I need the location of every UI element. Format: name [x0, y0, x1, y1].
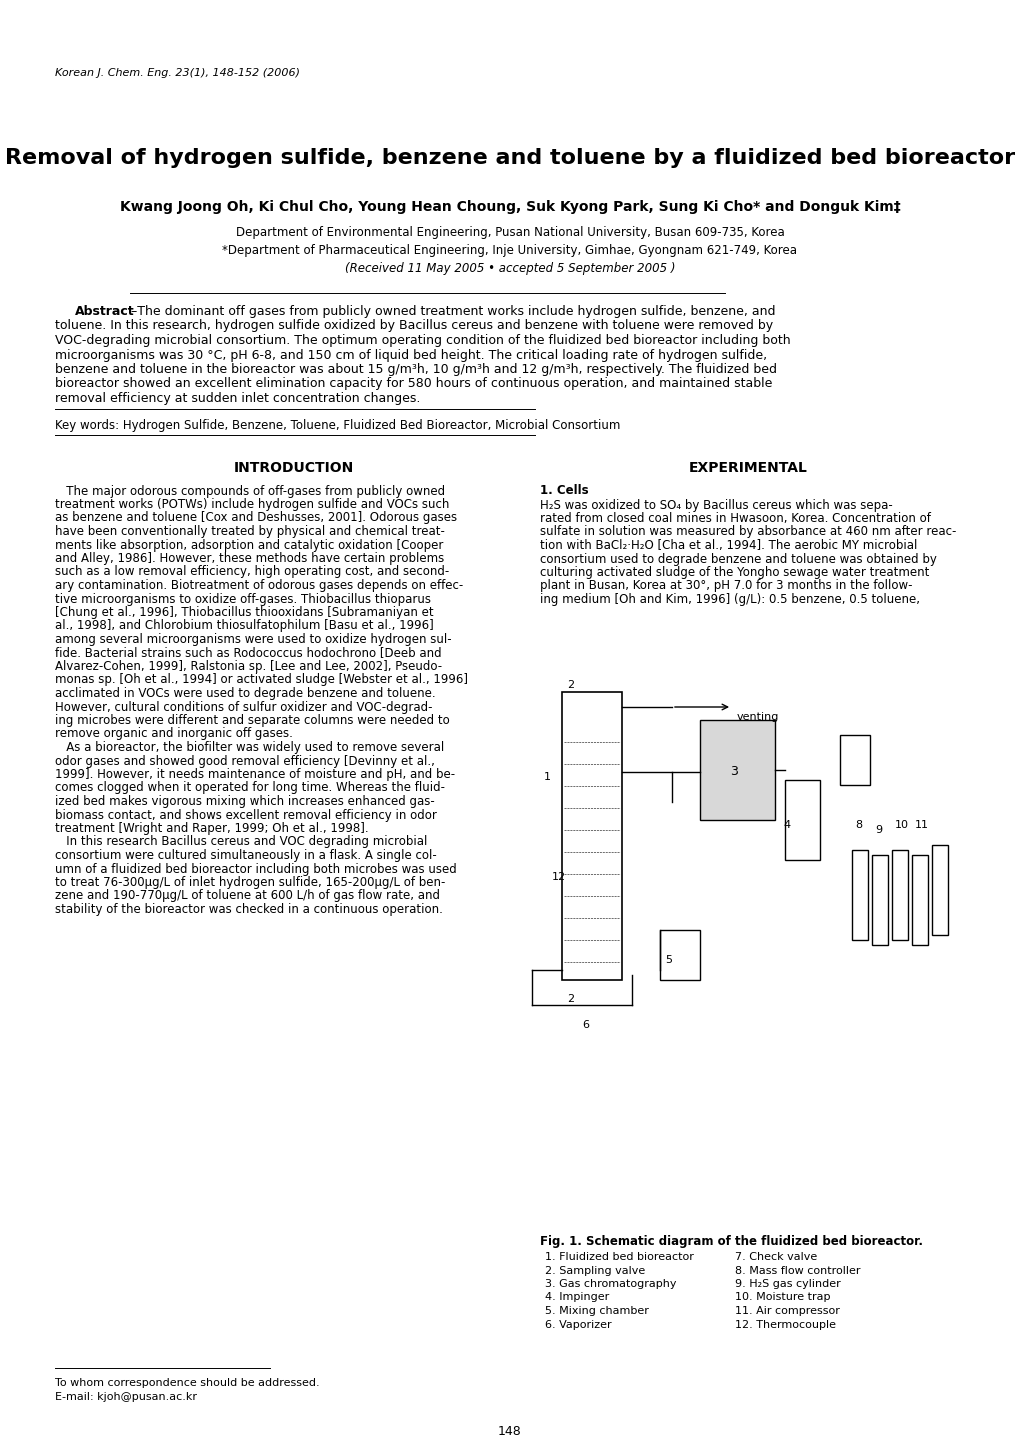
Text: treatment [Wright and Raper, 1999; Oh et al., 1998].: treatment [Wright and Raper, 1999; Oh et…: [55, 823, 368, 835]
Text: 148: 148: [497, 1426, 522, 1439]
Text: remove organic and inorganic off gases.: remove organic and inorganic off gases.: [55, 727, 292, 740]
Text: ing medium [Oh and Kim, 1996] (g/L): 0.5 benzene, 0.5 toluene,: ing medium [Oh and Kim, 1996] (g/L): 0.5…: [539, 593, 919, 606]
Text: Korean J. Chem. Eng. 23(1), 148-152 (2006): Korean J. Chem. Eng. 23(1), 148-152 (200…: [55, 68, 300, 78]
Text: Removal of hydrogen sulfide, benzene and toluene by a fluidized bed bioreactor: Removal of hydrogen sulfide, benzene and…: [5, 149, 1014, 167]
Text: acclimated in VOCs were used to degrade benzene and toluene.: acclimated in VOCs were used to degrade …: [55, 687, 435, 700]
Text: 11: 11: [914, 820, 928, 830]
Text: 1: 1: [543, 772, 550, 782]
Text: However, cultural conditions of sulfur oxidizer and VOC-degrad-: However, cultural conditions of sulfur o…: [55, 700, 432, 713]
Text: ary contamination. Biotreatment of odorous gases depends on effec-: ary contamination. Biotreatment of odoro…: [55, 579, 463, 592]
Text: rated from closed coal mines in Hwasoon, Korea. Concentration of: rated from closed coal mines in Hwasoon,…: [539, 512, 930, 525]
Text: 8. Mass flow controller: 8. Mass flow controller: [735, 1266, 860, 1276]
Text: stability of the bioreactor was checked in a continuous operation.: stability of the bioreactor was checked …: [55, 903, 442, 916]
Text: such as a low removal efficiency, high operating cost, and second-: such as a low removal efficiency, high o…: [55, 566, 448, 579]
Text: *Department of Pharmaceutical Engineering, Inje University, Gimhae, Gyongnam 621: *Department of Pharmaceutical Engineerin…: [222, 244, 797, 257]
Text: 1. Cells: 1. Cells: [539, 485, 588, 498]
Text: treatment works (POTWs) include hydrogen sulfide and VOCs such: treatment works (POTWs) include hydrogen…: [55, 498, 449, 511]
Text: (Received 11 May 2005 • accepted 5 September 2005 ): (Received 11 May 2005 • accepted 5 Septe…: [344, 263, 675, 276]
Bar: [659, 929, 699, 980]
Text: umn of a fluidized bed bioreactor including both microbes was used: umn of a fluidized bed bioreactor includ…: [55, 863, 457, 876]
Text: fide. Bacterial strains such as Rodococcus hodochrono [Deeb and: fide. Bacterial strains such as Rodococc…: [55, 646, 441, 659]
Text: as benzene and toluene [Cox and Deshusses, 2001]. Odorous gases: as benzene and toluene [Cox and Deshusse…: [55, 511, 457, 524]
Text: ments like absorption, adsorption and catalytic oxidation [Cooper: ments like absorption, adsorption and ca…: [55, 538, 443, 551]
Text: 12: 12: [551, 872, 566, 882]
Text: 5. Mixing chamber: 5. Mixing chamber: [544, 1306, 648, 1316]
Bar: [851, 850, 867, 939]
Text: 1. Fluidized bed bioreactor: 1. Fluidized bed bioreactor: [544, 1253, 693, 1263]
Bar: [699, 720, 774, 820]
Text: biomass contact, and shows excellent removal efficiency in odor: biomass contact, and shows excellent rem…: [55, 808, 436, 821]
Text: plant in Busan, Korea at 30°, pH 7.0 for 3 months in the follow-: plant in Busan, Korea at 30°, pH 7.0 for…: [539, 580, 912, 593]
Text: venting: venting: [737, 711, 779, 722]
Text: microorganisms was 30 °C, pH 6-8, and 150 cm of liquid bed height. The critical : microorganisms was 30 °C, pH 6-8, and 15…: [55, 349, 766, 362]
Bar: [561, 693, 622, 980]
Bar: [840, 734, 869, 785]
Bar: [931, 846, 947, 935]
Text: 3: 3: [730, 765, 737, 778]
Text: 4: 4: [783, 820, 790, 830]
Text: 9: 9: [874, 825, 881, 835]
Text: E-mail: kjoh@pusan.ac.kr: E-mail: kjoh@pusan.ac.kr: [55, 1392, 197, 1403]
Bar: [892, 850, 907, 939]
Text: Kwang Joong Oh, Ki Chul Cho, Young Hean Choung, Suk Kyong Park, Sung Ki Cho* and: Kwang Joong Oh, Ki Chul Cho, Young Hean …: [119, 201, 900, 214]
Text: tion with BaCl₂·H₂O [Cha et al., 1994]. The aerobic MY microbial: tion with BaCl₂·H₂O [Cha et al., 1994]. …: [539, 540, 916, 553]
Text: H₂S was oxidized to SO₄ by Bacillus cereus which was sepa-: H₂S was oxidized to SO₄ by Bacillus cere…: [539, 498, 892, 511]
Text: al., 1998], and Chlorobium thiosulfatophilum [Basu et al., 1996]: al., 1998], and Chlorobium thiosulfatoph…: [55, 619, 433, 632]
Text: 6. Vaporizer: 6. Vaporizer: [544, 1319, 611, 1329]
Text: and Alley, 1986]. However, these methods have certain problems: and Alley, 1986]. However, these methods…: [55, 553, 444, 566]
Text: 12. Thermocouple: 12. Thermocouple: [735, 1319, 836, 1329]
Text: 11. Air compressor: 11. Air compressor: [735, 1306, 839, 1316]
Text: Fig. 1. Schematic diagram of the fluidized bed bioreactor.: Fig. 1. Schematic diagram of the fluidiz…: [539, 1235, 922, 1248]
Text: sulfate in solution was measured by absorbance at 460 nm after reac-: sulfate in solution was measured by abso…: [539, 525, 956, 538]
Text: Abstract: Abstract: [75, 304, 135, 317]
Text: 6: 6: [582, 1020, 588, 1030]
Text: Department of Environmental Engineering, Pusan National University, Busan 609-73: Department of Environmental Engineering,…: [235, 227, 784, 240]
Text: 4. Impinger: 4. Impinger: [544, 1293, 608, 1303]
Bar: [911, 856, 927, 945]
Text: have been conventionally treated by physical and chemical treat-: have been conventionally treated by phys…: [55, 525, 444, 538]
Text: 10. Moisture trap: 10. Moisture trap: [735, 1293, 829, 1303]
Text: benzene and toluene in the bioreactor was about 15 g/m³h, 10 g/m³h and 12 g/m³h,: benzene and toluene in the bioreactor wa…: [55, 364, 776, 377]
Text: removal efficiency at sudden inlet concentration changes.: removal efficiency at sudden inlet conce…: [55, 392, 420, 405]
Text: Key words: Hydrogen Sulfide, Benzene, Toluene, Fluidized Bed Bioreactor, Microbi: Key words: Hydrogen Sulfide, Benzene, To…: [55, 418, 620, 431]
Text: EXPERIMENTAL: EXPERIMENTAL: [689, 460, 807, 475]
Text: 10: 10: [894, 820, 908, 830]
Text: –The dominant off gases from publicly owned treatment works include hydrogen sul: –The dominant off gases from publicly ow…: [130, 304, 774, 317]
Text: monas sp. [Oh et al., 1994] or activated sludge [Webster et al., 1996]: monas sp. [Oh et al., 1994] or activated…: [55, 674, 468, 687]
Text: To whom correspondence should be addressed.: To whom correspondence should be address…: [55, 1378, 319, 1388]
Text: culturing activated sludge of the Yongho sewage water treatment: culturing activated sludge of the Yongho…: [539, 566, 928, 579]
Bar: [871, 856, 888, 945]
Text: consortium used to degrade benzene and toluene was obtained by: consortium used to degrade benzene and t…: [539, 553, 936, 566]
Text: The major odorous compounds of off-gases from publicly owned: The major odorous compounds of off-gases…: [55, 485, 444, 498]
Text: to treat 76-300μg/L of inlet hydrogen sulfide, 165-200μg/L of ben-: to treat 76-300μg/L of inlet hydrogen su…: [55, 876, 445, 889]
Text: tive microorganisms to oxidize off-gases. Thiobacillus thioparus: tive microorganisms to oxidize off-gases…: [55, 593, 431, 606]
Text: bioreactor showed an excellent elimination capacity for 580 hours of continuous : bioreactor showed an excellent eliminati…: [55, 378, 771, 391]
Text: consortium were cultured simultaneously in a flask. A single col-: consortium were cultured simultaneously …: [55, 848, 436, 861]
Text: odor gases and showed good removal efficiency [Devinny et al.,: odor gases and showed good removal effic…: [55, 755, 434, 768]
Text: ing microbes were different and separate columns were needed to: ing microbes were different and separate…: [55, 714, 449, 727]
Text: As a bioreactor, the biofilter was widely used to remove several: As a bioreactor, the biofilter was widel…: [55, 742, 444, 755]
Text: 7. Check valve: 7. Check valve: [735, 1253, 816, 1263]
Text: INTRODUCTION: INTRODUCTION: [233, 460, 354, 475]
Text: ized bed makes vigorous mixing which increases enhanced gas-: ized bed makes vigorous mixing which inc…: [55, 795, 434, 808]
Text: zene and 190-770μg/L of toluene at 600 L/h of gas flow rate, and: zene and 190-770μg/L of toluene at 600 L…: [55, 889, 439, 902]
Text: 1999]. However, it needs maintenance of moisture and pH, and be-: 1999]. However, it needs maintenance of …: [55, 768, 454, 781]
Text: 5: 5: [664, 955, 672, 965]
Text: VOC-degrading microbial consortium. The optimum operating condition of the fluid: VOC-degrading microbial consortium. The …: [55, 333, 790, 346]
Text: comes clogged when it operated for long time. Whereas the fluid-: comes clogged when it operated for long …: [55, 782, 444, 795]
Text: 3. Gas chromatography: 3. Gas chromatography: [544, 1278, 676, 1289]
Text: toluene. In this research, hydrogen sulfide oxidized by Bacillus cereus and benz: toluene. In this research, hydrogen sulf…: [55, 319, 772, 332]
Text: 8: 8: [854, 820, 861, 830]
Text: 2: 2: [567, 994, 574, 1004]
Text: among several microorganisms were used to oxidize hydrogen sul-: among several microorganisms were used t…: [55, 633, 451, 646]
Text: 2: 2: [567, 680, 574, 690]
Text: In this research Bacillus cereus and VOC degrading microbial: In this research Bacillus cereus and VOC…: [55, 835, 427, 848]
Text: 9. H₂S gas cylinder: 9. H₂S gas cylinder: [735, 1278, 840, 1289]
Bar: [785, 781, 819, 860]
Text: Alvarez-Cohen, 1999], Ralstonia sp. [Lee and Lee, 2002], Pseudo-: Alvarez-Cohen, 1999], Ralstonia sp. [Lee…: [55, 659, 441, 672]
Text: 2. Sampling valve: 2. Sampling valve: [544, 1266, 645, 1276]
Text: [Chung et al., 1996], Thiobacillus thiooxidans [Subramaniyan et: [Chung et al., 1996], Thiobacillus thioo…: [55, 606, 433, 619]
